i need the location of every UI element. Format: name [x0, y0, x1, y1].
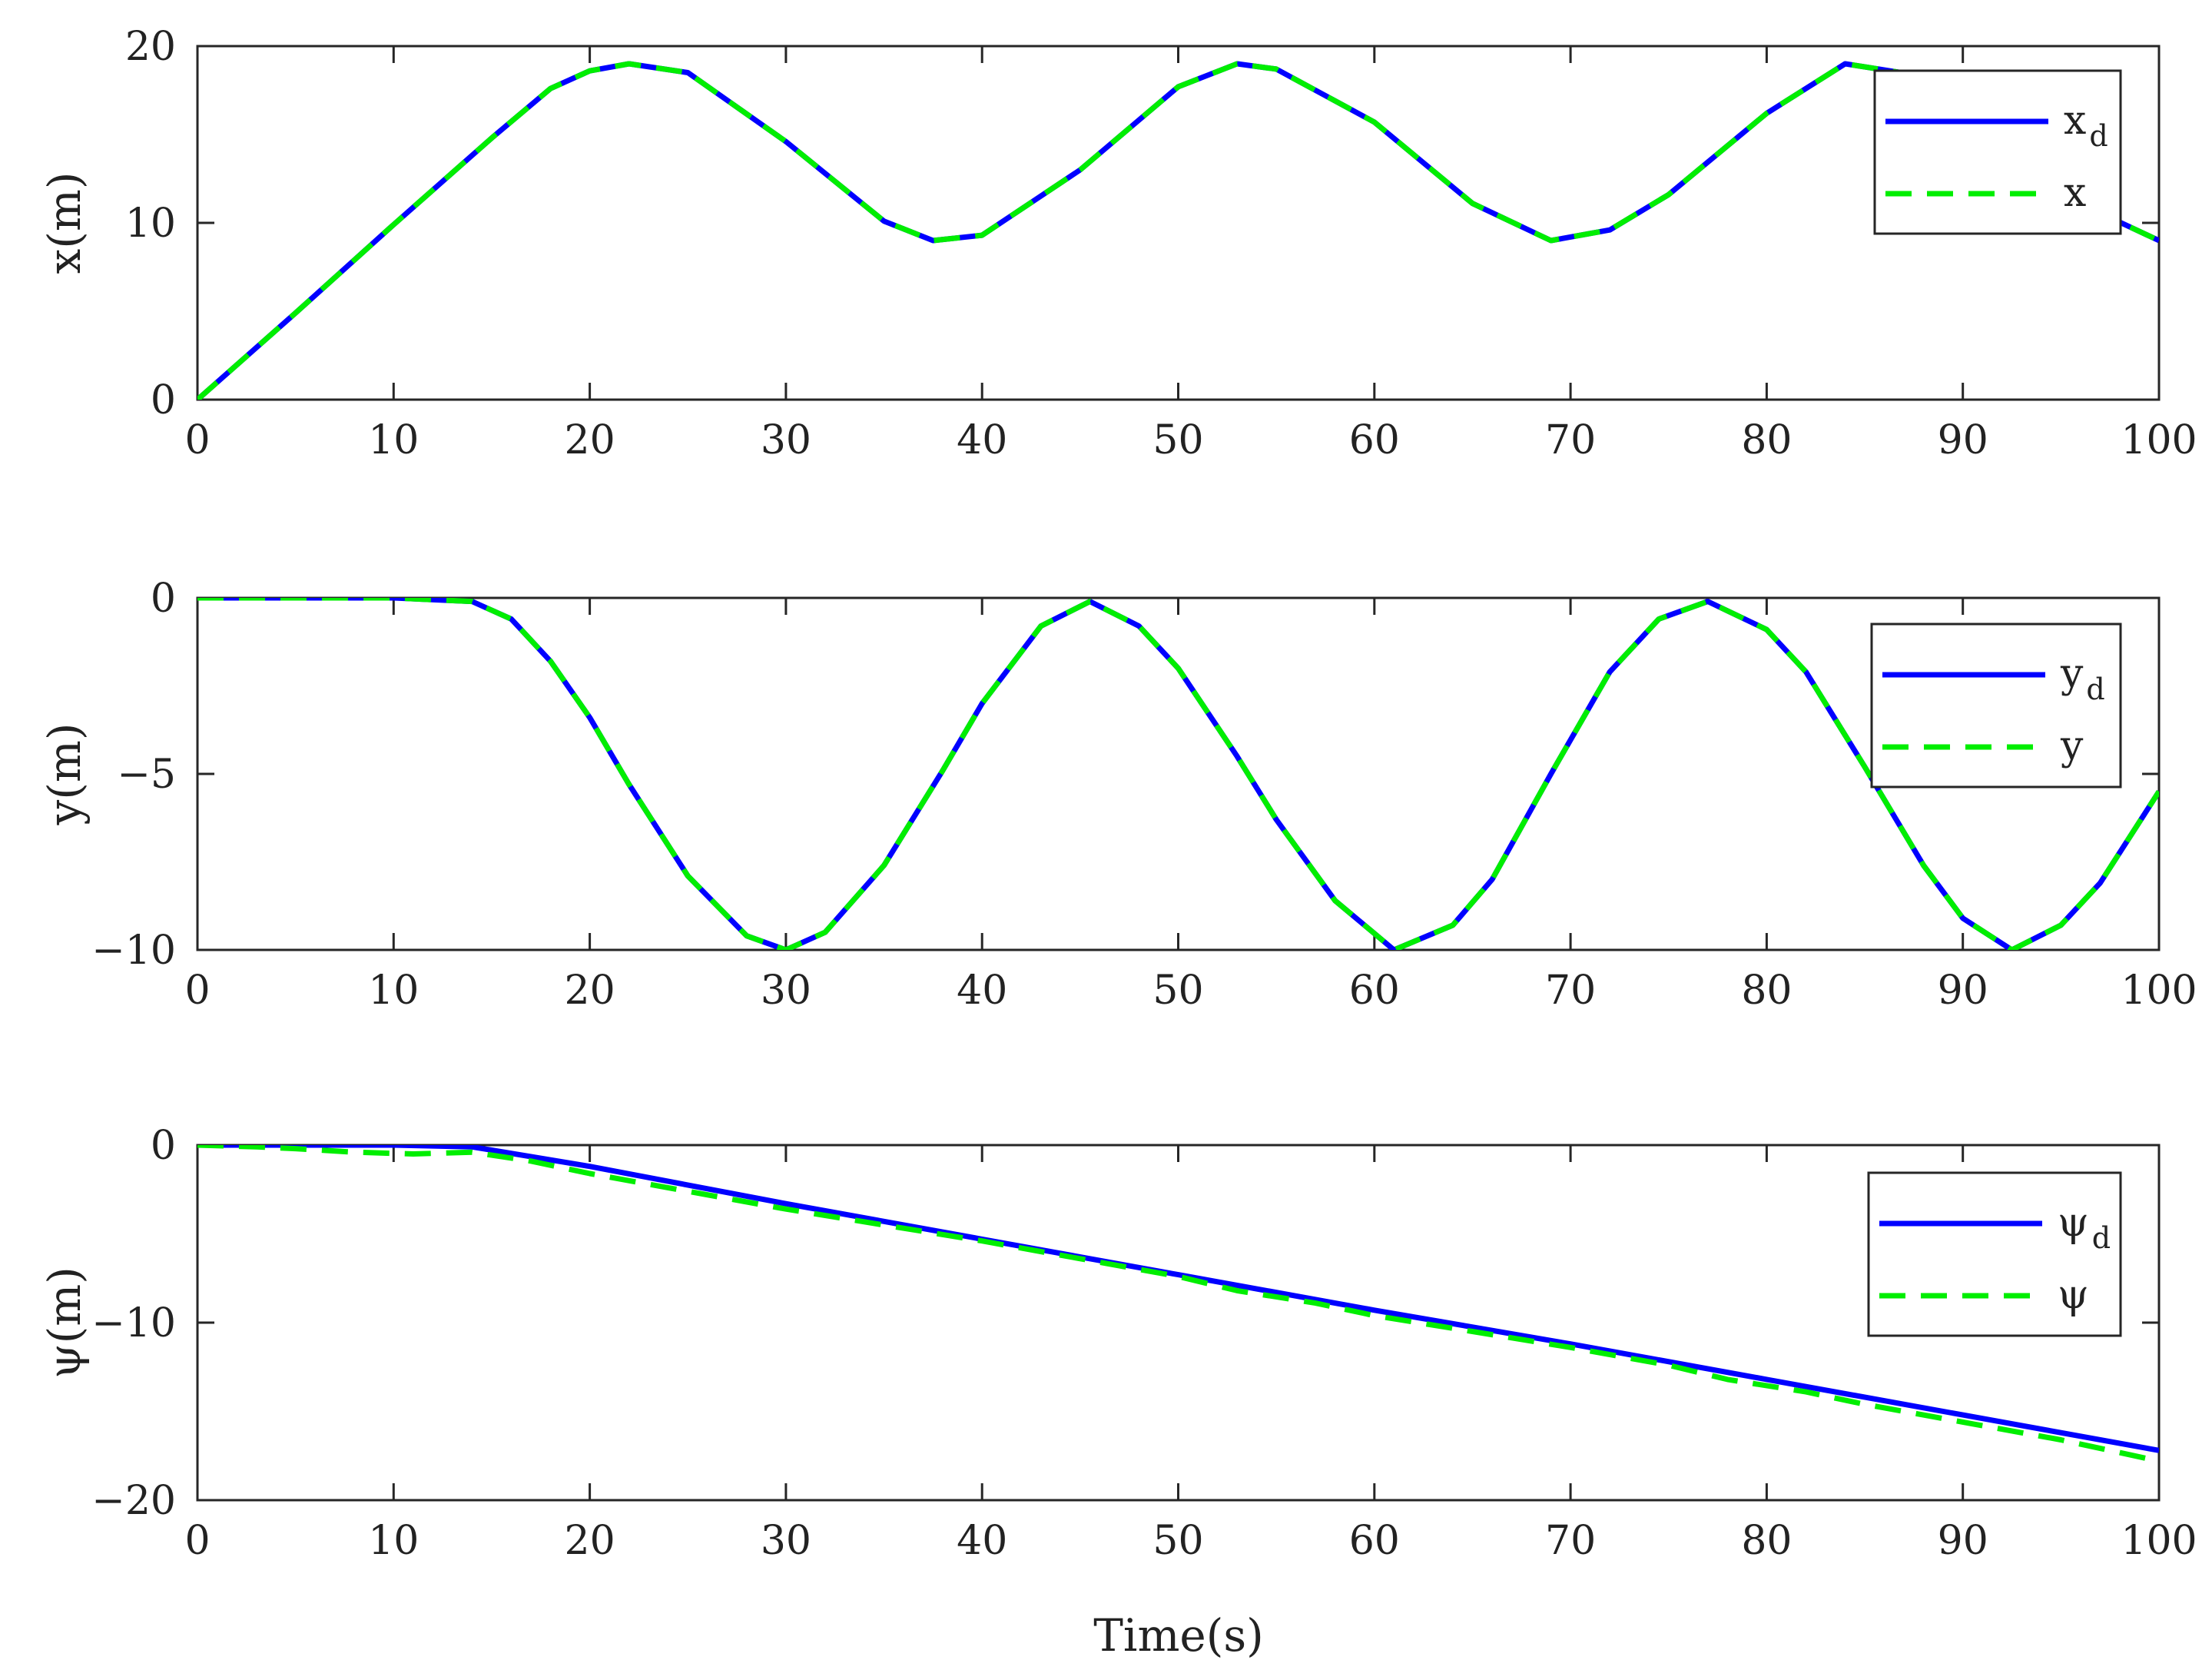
x-tick-label: 100 — [2121, 417, 2197, 463]
legend-box — [1870, 623, 2122, 789]
legend-subscript: d — [2086, 672, 2104, 706]
x-tick-label: 100 — [2121, 1518, 2197, 1564]
legend-symbol: x — [2064, 170, 2086, 216]
series-line-desired — [197, 598, 2159, 950]
x-tick-label: 50 — [1152, 417, 1203, 463]
x-tick-label: 90 — [1938, 417, 1988, 463]
x-tick-label: 80 — [1741, 1518, 1792, 1564]
y-axis-label: x(m) — [38, 172, 91, 274]
x-tick-label: 70 — [1545, 968, 1596, 1014]
legend-symbol: y — [2060, 723, 2084, 769]
series-line-actual — [197, 61, 2159, 400]
legend-symbol: x — [2064, 98, 2086, 144]
legend: y dy — [1870, 623, 2122, 789]
y-tick-label: 0 — [151, 377, 176, 423]
x-tick-label: 80 — [1741, 968, 1792, 1014]
y-tick-label: 20 — [125, 24, 176, 70]
axes-frame — [196, 1144, 2161, 1502]
legend-box — [1873, 69, 2122, 235]
x-tick-label: 50 — [1152, 968, 1203, 1014]
legend-entry-label: x — [2064, 170, 2086, 216]
y-tick-label: −10 — [91, 1300, 176, 1346]
x-tick-label: 90 — [1938, 968, 1988, 1014]
x-tick-label: 60 — [1349, 968, 1400, 1014]
legend-symbol: ψ — [2058, 1272, 2089, 1318]
x-tick-label: 30 — [761, 417, 811, 463]
legend-symbol: ψ — [2058, 1200, 2089, 1246]
x-tick-label: 20 — [565, 1518, 615, 1564]
x-tick-label: 10 — [368, 1518, 419, 1564]
y-tick-label: 0 — [151, 576, 176, 622]
x-tick-label: 0 — [184, 968, 210, 1014]
x-tick-label: 20 — [565, 968, 615, 1014]
axes-frame — [196, 596, 2161, 951]
legend-entry-label: ψ — [2058, 1272, 2089, 1318]
x-tick-label: 50 — [1152, 1518, 1203, 1564]
y-tick-label: −5 — [117, 752, 176, 798]
x-tick-label: 0 — [184, 1518, 210, 1564]
series-line-desired — [197, 1145, 2159, 1453]
x-tick-label: 60 — [1349, 1518, 1400, 1564]
x-tick-label: 70 — [1545, 417, 1596, 463]
x-tick-label: 70 — [1545, 1518, 1596, 1564]
legend-symbol: y — [2060, 651, 2084, 697]
x-tick-label: 60 — [1349, 417, 1400, 463]
legend-subscript: d — [2092, 1221, 2111, 1255]
x-tick-label: 40 — [957, 417, 1007, 463]
x-tick-label: 90 — [1938, 1518, 1988, 1564]
y-tick-label: 10 — [125, 201, 176, 247]
x-tick-label: 80 — [1741, 417, 1792, 463]
x-tick-label: 40 — [957, 1518, 1007, 1564]
y-axis-label: y(m) — [38, 722, 91, 825]
x-tick-label: 100 — [2121, 968, 2197, 1014]
x-tick-label: 0 — [184, 417, 210, 463]
x-tick-label: 40 — [957, 968, 1007, 1014]
x-tick-label: 10 — [368, 968, 419, 1014]
axes-frame — [196, 45, 2161, 401]
series-line-actual — [197, 1145, 2159, 1464]
y-tick-label: 0 — [151, 1123, 176, 1169]
x-tick-label: 30 — [761, 1518, 811, 1564]
x-tick-label: 10 — [368, 417, 419, 463]
x-axis-label: Time(s) — [1093, 1609, 1264, 1662]
legend-box — [1867, 1171, 2122, 1337]
series-line-desired — [197, 61, 2159, 400]
legend: x dx — [1873, 69, 2122, 235]
x-tick-label: 20 — [565, 417, 615, 463]
subplot-y: 0 10 20 30 40 50 60 70 80 90 100−10−50y(m)y dy — [38, 576, 2197, 1014]
y-axis-label: ψ(m) — [38, 1267, 91, 1379]
y-tick-label: −10 — [91, 928, 176, 974]
series-line-actual — [197, 598, 2159, 950]
x-tick-label: 30 — [761, 968, 811, 1014]
legend: ψ dψ — [1867, 1171, 2122, 1337]
legend-subscript: d — [2089, 119, 2108, 153]
legend-entry-label: y — [2060, 723, 2084, 769]
y-tick-label: −20 — [91, 1478, 176, 1524]
